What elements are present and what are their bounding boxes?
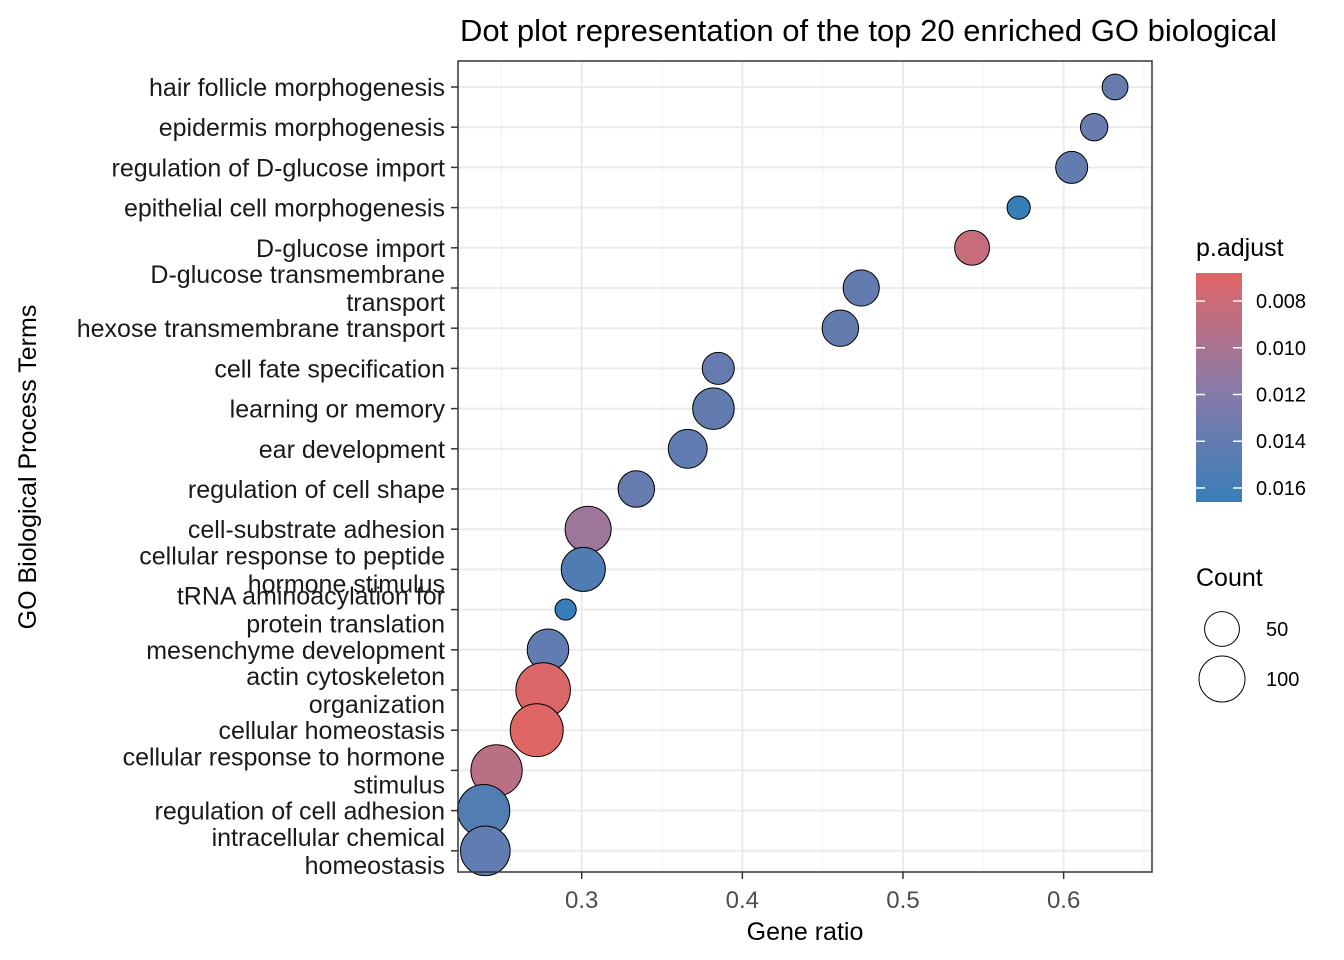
y-tick-label: organization [309,691,445,719]
x-tick-label: 0.6 [1047,887,1080,914]
y-tick-label: regulation of D-glucose import [112,154,446,182]
y-tick-label: ear development [259,436,445,464]
x-tick-label: 0.5 [886,887,919,914]
y-tick-label: tRNA aminoacylation for [177,583,445,611]
x-axis-ticks: 0.3 0.4 0.5 0.6 [565,872,1080,914]
color-legend-tick-label: 0.010 [1256,338,1306,360]
x-tick-label: 0.3 [565,887,598,914]
y-tick-label: D-glucose import [256,235,445,263]
color-legend-tick-label: 0.012 [1256,385,1306,407]
y-tick-label: hormone stimulus [248,570,445,598]
size-legend-label: 100 [1266,669,1299,691]
size-legend-circle [1198,655,1246,703]
y-tick-label: intracellular chemical [212,824,445,852]
grid-lines [458,61,1152,872]
color-legend: p.adjust 0.008 0.010 0.012 0.014 0.016 [1196,234,1306,502]
size-legend-circle [1204,611,1240,647]
y-tick-label: transport [346,289,445,317]
y-tick-label: cellular response to hormone [123,743,445,771]
data-point [1055,150,1089,184]
y-tick-label: epidermis morphogenesis [159,114,445,142]
y-tick-label: regulation of cell shape [188,476,445,504]
color-legend-tick-label: 0.016 [1256,478,1306,500]
data-point [692,387,735,430]
data-point [459,825,511,877]
data-point [509,703,564,758]
size-legend-title: Count [1196,564,1263,592]
y-tick-label: epithelial cell morphogenesis [124,195,445,223]
data-point [954,229,991,266]
data-point [1006,195,1031,220]
color-legend-tick-label: 0.008 [1256,291,1306,313]
data-point [1079,113,1109,142]
color-legend-bar [1196,273,1242,502]
size-legend: Count 50 100 [1196,564,1299,703]
data-point [821,309,860,347]
data-point [564,505,612,553]
y-tick-label: hexose transmembrane transport [77,315,445,343]
plot-panel-border [457,60,1153,873]
data-points [457,73,1129,877]
y-tick-label: actin cytoskeleton [246,663,445,691]
x-tick-label: 0.4 [726,887,759,914]
data-point [1101,73,1129,101]
y-tick-label: mesenchyme development [146,637,445,665]
y-tick-label: protein translation [246,611,445,639]
data-point [617,470,656,508]
size-legend-items: 50 100 [1198,611,1299,703]
data-point [554,598,577,621]
y-tick-label: D-glucose transmembrane [150,261,445,289]
y-tick-label: stimulus [353,771,445,799]
data-point [701,351,735,385]
y-tick-label: regulation of cell adhesion [155,798,445,826]
x-axis-label: Gene ratio [747,918,864,946]
y-tick-label: cell-substrate adhesion [188,516,445,544]
y-tick-label: hair follicle morphogenesis [149,74,445,102]
data-point [667,428,708,469]
data-point [560,546,606,592]
size-legend-label: 50 [1266,619,1288,641]
y-axis-ticks: hair follicle morphogenesis epidermis mor… [77,74,458,880]
chart-title: Dot plot representation of the top 20 en… [460,13,1277,48]
y-axis-label: GO Biological Process Terms [14,305,42,630]
data-point [842,269,880,307]
y-tick-label: homeostasis [305,852,445,880]
y-tick-label: learning or memory [230,396,446,424]
color-legend-ticks: 0.008 0.010 0.012 0.014 0.016 [1196,291,1306,500]
color-legend-tick-label: 0.014 [1256,431,1306,453]
y-tick-label: cellular response to peptide [139,542,445,570]
y-tick-label: cell fate specification [214,355,445,383]
y-tick-label: cellular homeostasis [219,717,446,745]
color-legend-title: p.adjust [1196,234,1284,262]
